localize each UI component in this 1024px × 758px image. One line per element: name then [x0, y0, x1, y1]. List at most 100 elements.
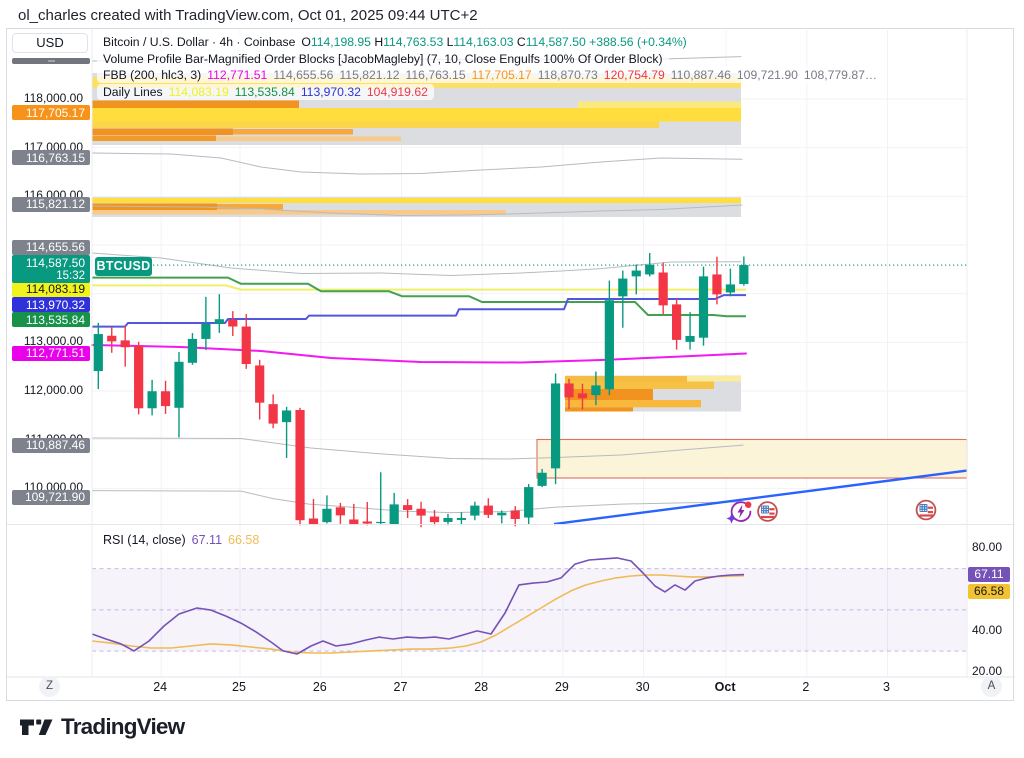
order-block-low-bar — [565, 376, 687, 382]
order-block-high-bar — [92, 135, 216, 141]
candle — [739, 265, 749, 284]
us-flag-event-icon-2 — [915, 499, 937, 521]
legend-ohlc-part: H — [370, 35, 384, 49]
tradingview-logo-text: TradingView — [61, 714, 185, 739]
price-axis-currency-button[interactable]: USD — [12, 33, 88, 53]
legend-fbb-value: 117,705.17 — [471, 68, 532, 82]
price-level-badge: 113,970.32 — [12, 297, 90, 312]
rsi-axis-label: 20.00 — [972, 663, 1003, 678]
fbb-114655 — [91, 252, 742, 276]
candle — [160, 391, 171, 407]
candle — [712, 274, 722, 295]
tradingview-logo-icon — [20, 719, 53, 735]
price-level-badge: 117,705.17 — [12, 105, 90, 120]
candle — [685, 336, 695, 342]
price-level-badge: 114,083.19 — [12, 281, 90, 297]
time-axis-label: 28 — [474, 680, 489, 694]
price-level-badge: 115,821.12 — [12, 196, 90, 212]
candle — [416, 508, 426, 516]
legend-ohlc-part: L — [443, 35, 454, 49]
legend-fbb-value: 120,754.79 — [603, 68, 665, 82]
bar-countdown: 15:32 — [56, 269, 85, 282]
legend-ohlc-part: 114,587.50 — [525, 35, 586, 49]
chart-canvas[interactable] — [7, 29, 1015, 702]
legend-fbb-value: 118,870.73 — [537, 68, 598, 82]
fbb-116763 — [91, 152, 743, 175]
candle — [672, 304, 682, 340]
order-block-high-bar — [216, 136, 401, 141]
fbb-110887 — [91, 437, 744, 460]
candle — [187, 338, 198, 363]
candle — [268, 404, 278, 424]
legend-fbb-value: 110,887.46 — [670, 68, 731, 82]
daily-blue — [92, 294, 746, 328]
candle — [134, 345, 144, 409]
price-axis-handle[interactable] — [12, 58, 90, 64]
fbb-115821 — [91, 204, 743, 216]
current-price-value: 114,587.50 — [25, 255, 85, 270]
candle — [147, 391, 157, 409]
legend-daily-lines-title: Daily Lines — [103, 84, 163, 99]
candle — [618, 278, 628, 297]
order-block-high-bar — [92, 121, 659, 128]
legend-fbb-value: 116,763.15 — [405, 68, 466, 82]
legend-ohlc-part: 114,763.53 — [383, 35, 444, 49]
candle — [591, 385, 601, 396]
candle — [564, 383, 574, 398]
price-axis-label: 118,000.00 — [23, 91, 83, 105]
legend-symbol-title: Bitcoin / U.S. Dollar · 4h · Coinbase — [103, 35, 296, 49]
candle — [349, 519, 359, 525]
legend-ohlc-part: 114,163.03 — [453, 35, 514, 49]
order-block-mid-bar — [217, 204, 283, 210]
time-axis-label: 2 — [802, 680, 810, 694]
order-block-high-bar — [92, 128, 233, 135]
order-block-high-bar — [578, 101, 741, 108]
rsi-band — [92, 568, 967, 652]
time-axis-label: 25 — [232, 680, 246, 694]
candle — [510, 510, 520, 519]
candle — [403, 505, 413, 510]
candle — [725, 284, 736, 293]
time-axis-label: 26 — [312, 680, 327, 694]
legend-ohlc-part: O — [301, 35, 311, 49]
us-flag-event-icon-1 — [757, 501, 778, 522]
time-axis-label: 27 — [393, 680, 408, 694]
legend-fbb-value: 112,771.51 — [207, 68, 268, 82]
timezone-button[interactable]: Z — [39, 676, 60, 697]
price-level-badge: 114,655.56 — [12, 239, 90, 255]
rsi-legend[interactable]: RSI (14, close) 67.11 66.58 — [97, 532, 266, 548]
time-axis-label: 24 — [153, 680, 168, 694]
candle — [376, 521, 386, 524]
legend-symbol-row[interactable]: Bitcoin / U.S. Dollar · 4h · Coinbase O 11… — [97, 34, 693, 50]
tradingview-logo[interactable]: TradingView — [20, 714, 185, 740]
candle — [107, 335, 117, 342]
legend-fbb-value: 115,821.12 — [339, 68, 400, 82]
auto-scale-button[interactable]: A — [981, 676, 1002, 697]
order-block-low-bar — [687, 376, 741, 382]
candle — [470, 505, 480, 516]
candle — [228, 319, 238, 327]
rsi-axis-label: 40.00 — [972, 622, 1003, 637]
price-level-badge: 112,771.51 — [12, 345, 90, 361]
rsi-ma-value: 66.58 — [228, 533, 260, 547]
candle — [120, 340, 130, 348]
legend-volume-profile-row[interactable]: Volume Profile Bar-Magnified Order Block… — [97, 50, 669, 67]
time-axis-label: 3 — [883, 680, 890, 694]
legend-fbb-row[interactable]: FBB (200, hlc3, 3) 112,771.51 114,655.56 11… — [97, 67, 884, 83]
rsi-line — [91, 557, 745, 655]
order-block-high-bar — [92, 108, 741, 122]
rsi-level-badge: 66.58 — [968, 583, 1010, 599]
rsi-value: 67.11 — [191, 533, 223, 547]
legend-fbb-title: FBB (200, hlc3, 3) — [103, 68, 202, 82]
candle — [497, 512, 507, 516]
candle — [93, 334, 103, 372]
price-level-badge: 113,535.84 — [12, 312, 90, 327]
time-axis-label: 29 — [554, 680, 569, 694]
rsi-level-badge: 67.11 — [968, 567, 1010, 582]
candle — [577, 393, 588, 399]
price-level-badge: 109,721.90 — [12, 489, 90, 505]
order-block-high-bar — [92, 100, 299, 108]
legend-fbb-value: 114,655.56 — [273, 68, 334, 82]
legend-daily-lines-row[interactable]: Daily Lines 114,083.19 113,535.84 113,970.3… — [97, 83, 434, 100]
candle — [214, 319, 224, 324]
